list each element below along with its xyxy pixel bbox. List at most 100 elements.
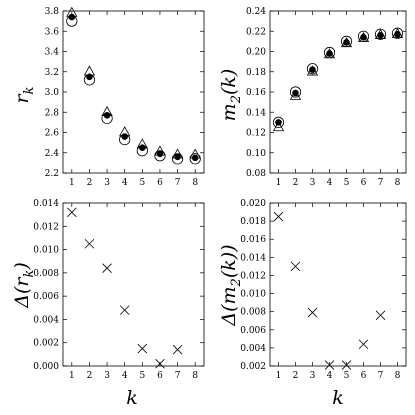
x-tick-label: 3 <box>310 371 316 381</box>
y-tick-label: 0.10 <box>246 149 266 159</box>
filled-circle-marker <box>174 153 181 161</box>
filled-circle-marker <box>343 39 350 46</box>
filled-circle-marker <box>191 154 199 162</box>
cross-marker <box>102 263 112 273</box>
panel-delta-m2-frame <box>269 202 407 367</box>
y-tick-label: 0.08 <box>246 169 266 179</box>
x-tick-label: 4 <box>122 178 128 188</box>
y-tick-label: 0.14 <box>246 108 266 118</box>
y-tick-label: 0.010 <box>240 290 266 300</box>
x-tick-label: 1 <box>276 371 282 381</box>
x-tick-label: 8 <box>192 178 198 188</box>
open-circle-marker <box>272 116 285 128</box>
x-tick-label: 8 <box>395 371 401 381</box>
y-tick-label: 2.6 <box>45 129 60 139</box>
x-tick-label: 5 <box>344 178 350 188</box>
x-tick-label: 4 <box>327 371 333 381</box>
cross-marker <box>119 305 130 315</box>
x-tick-label: 4 <box>122 371 128 381</box>
x-tick-label: 5 <box>344 371 350 381</box>
y-tick-label: 0.008 <box>33 269 59 279</box>
filled-circle-marker <box>86 73 93 81</box>
filled-circle-marker <box>360 34 367 41</box>
filled-circle-marker <box>121 133 128 140</box>
y-tick-label: 0.012 <box>240 271 266 281</box>
cross-marker <box>324 360 335 370</box>
filled-circle-marker <box>326 50 333 57</box>
y-tick-label: 2.4 <box>45 149 60 159</box>
panel-delta-m2-ylabel: Δ(m2(k)) <box>218 244 244 326</box>
y-tick-label: 0.002 <box>33 339 59 349</box>
x-tick-label: 6 <box>361 371 367 381</box>
cross-marker <box>137 343 148 354</box>
x-tick-label: 1 <box>276 178 282 188</box>
y-tick-label: 0.014 <box>240 253 266 263</box>
x-tick-label: 6 <box>157 371 163 381</box>
cross-marker <box>172 344 183 355</box>
y-tick-label: 0.18 <box>246 68 266 78</box>
y-tick-label: 0.24 <box>246 7 266 17</box>
x-tick-label: 3 <box>310 178 316 188</box>
filled-circle-marker <box>139 144 146 151</box>
x-tick-label: 7 <box>175 178 181 188</box>
cross-marker <box>341 360 352 370</box>
cross-marker <box>273 211 284 222</box>
y-tick-label: 0.010 <box>33 246 59 256</box>
panel-rk-ylabel: rk <box>11 86 37 103</box>
y-tick-label: 2.2 <box>45 169 59 179</box>
x-tick-label: 6 <box>361 178 367 188</box>
x-tick-label: 4 <box>327 178 333 188</box>
cross-marker <box>358 339 369 350</box>
y-tick-label: 0.008 <box>240 308 266 318</box>
x-tick-label: 8 <box>395 178 401 188</box>
cross-marker <box>290 261 301 272</box>
panel-rk-frame <box>62 10 205 174</box>
panel-delta-rk-frame <box>62 202 205 367</box>
x-tick-label: 3 <box>104 371 110 381</box>
filled-circle-marker <box>156 150 164 158</box>
x-tick-label: 2 <box>87 178 93 188</box>
panel-delta-rk-xlabel: k <box>126 387 138 409</box>
panel-delta-m2-xlabel: k <box>332 387 344 409</box>
y-tick-label: 0.006 <box>33 292 59 302</box>
open-circle-marker <box>306 63 319 75</box>
x-tick-label: 8 <box>192 371 198 381</box>
x-tick-label: 2 <box>293 371 299 381</box>
panel-rk: rk 1 2 3 4 5 6 7 8 2.2 2.4 2.6 2.8 3.0 3.2 3.4 3.6 3.8 <box>11 6 205 188</box>
cross-marker <box>84 238 95 249</box>
open-triangle-marker <box>272 121 285 132</box>
y-tick-label: 3.0 <box>45 88 60 98</box>
y-tick-label: 3.8 <box>45 7 60 17</box>
x-tick-label: 7 <box>378 178 384 188</box>
open-circle-marker <box>189 153 201 165</box>
y-tick-label: 0.20 <box>246 48 266 58</box>
x-tick-label: 1 <box>69 178 75 188</box>
cross-marker <box>375 310 386 321</box>
x-tick-label: 3 <box>104 178 110 188</box>
y-tick-label: 0.014 <box>33 199 59 209</box>
panel-m2-ylabel: m2(k) <box>218 69 244 122</box>
panel-m2: m2(k) 1 2 3 4 5 6 7 8 0.08 0.10 0.12 0.14 0.16 0.18 0.… <box>218 7 407 188</box>
x-tick-label: 2 <box>87 371 93 381</box>
y-tick-label: 0.020 <box>240 199 266 209</box>
x-tick-label: 6 <box>157 178 163 188</box>
y-tick-label: 0.16 <box>246 88 266 98</box>
y-tick-label: 0.22 <box>246 27 266 37</box>
x-tick-label: 5 <box>139 371 145 381</box>
y-tick-label: 3.6 <box>45 27 60 37</box>
filled-circle-marker <box>377 32 384 39</box>
y-tick-label: 0.002 <box>240 362 266 372</box>
x-tick-label: 7 <box>175 371 181 381</box>
x-tick-label: 5 <box>139 178 145 188</box>
open-circle-marker <box>289 86 302 98</box>
y-tick-label: 0.004 <box>33 315 59 325</box>
filled-circle-marker <box>292 89 299 97</box>
y-tick-label: 0.018 <box>240 217 266 227</box>
panel-delta-rk: Δ(rk) k 1 2 3 4 5 6 7 8 0.000 0.002 0.004 0.006 0.00… <box>11 199 205 409</box>
panel-delta-m2: Δ(m2(k)) k 1 2 3 4 5 6 7 8 0.002 0.004 0.006 0.008 0… <box>218 199 407 409</box>
filled-circle-marker <box>68 13 76 21</box>
y-tick-label: 0.12 <box>246 129 266 139</box>
y-tick-label: 0.004 <box>240 344 266 354</box>
y-tick-label: 0.006 <box>240 326 266 336</box>
